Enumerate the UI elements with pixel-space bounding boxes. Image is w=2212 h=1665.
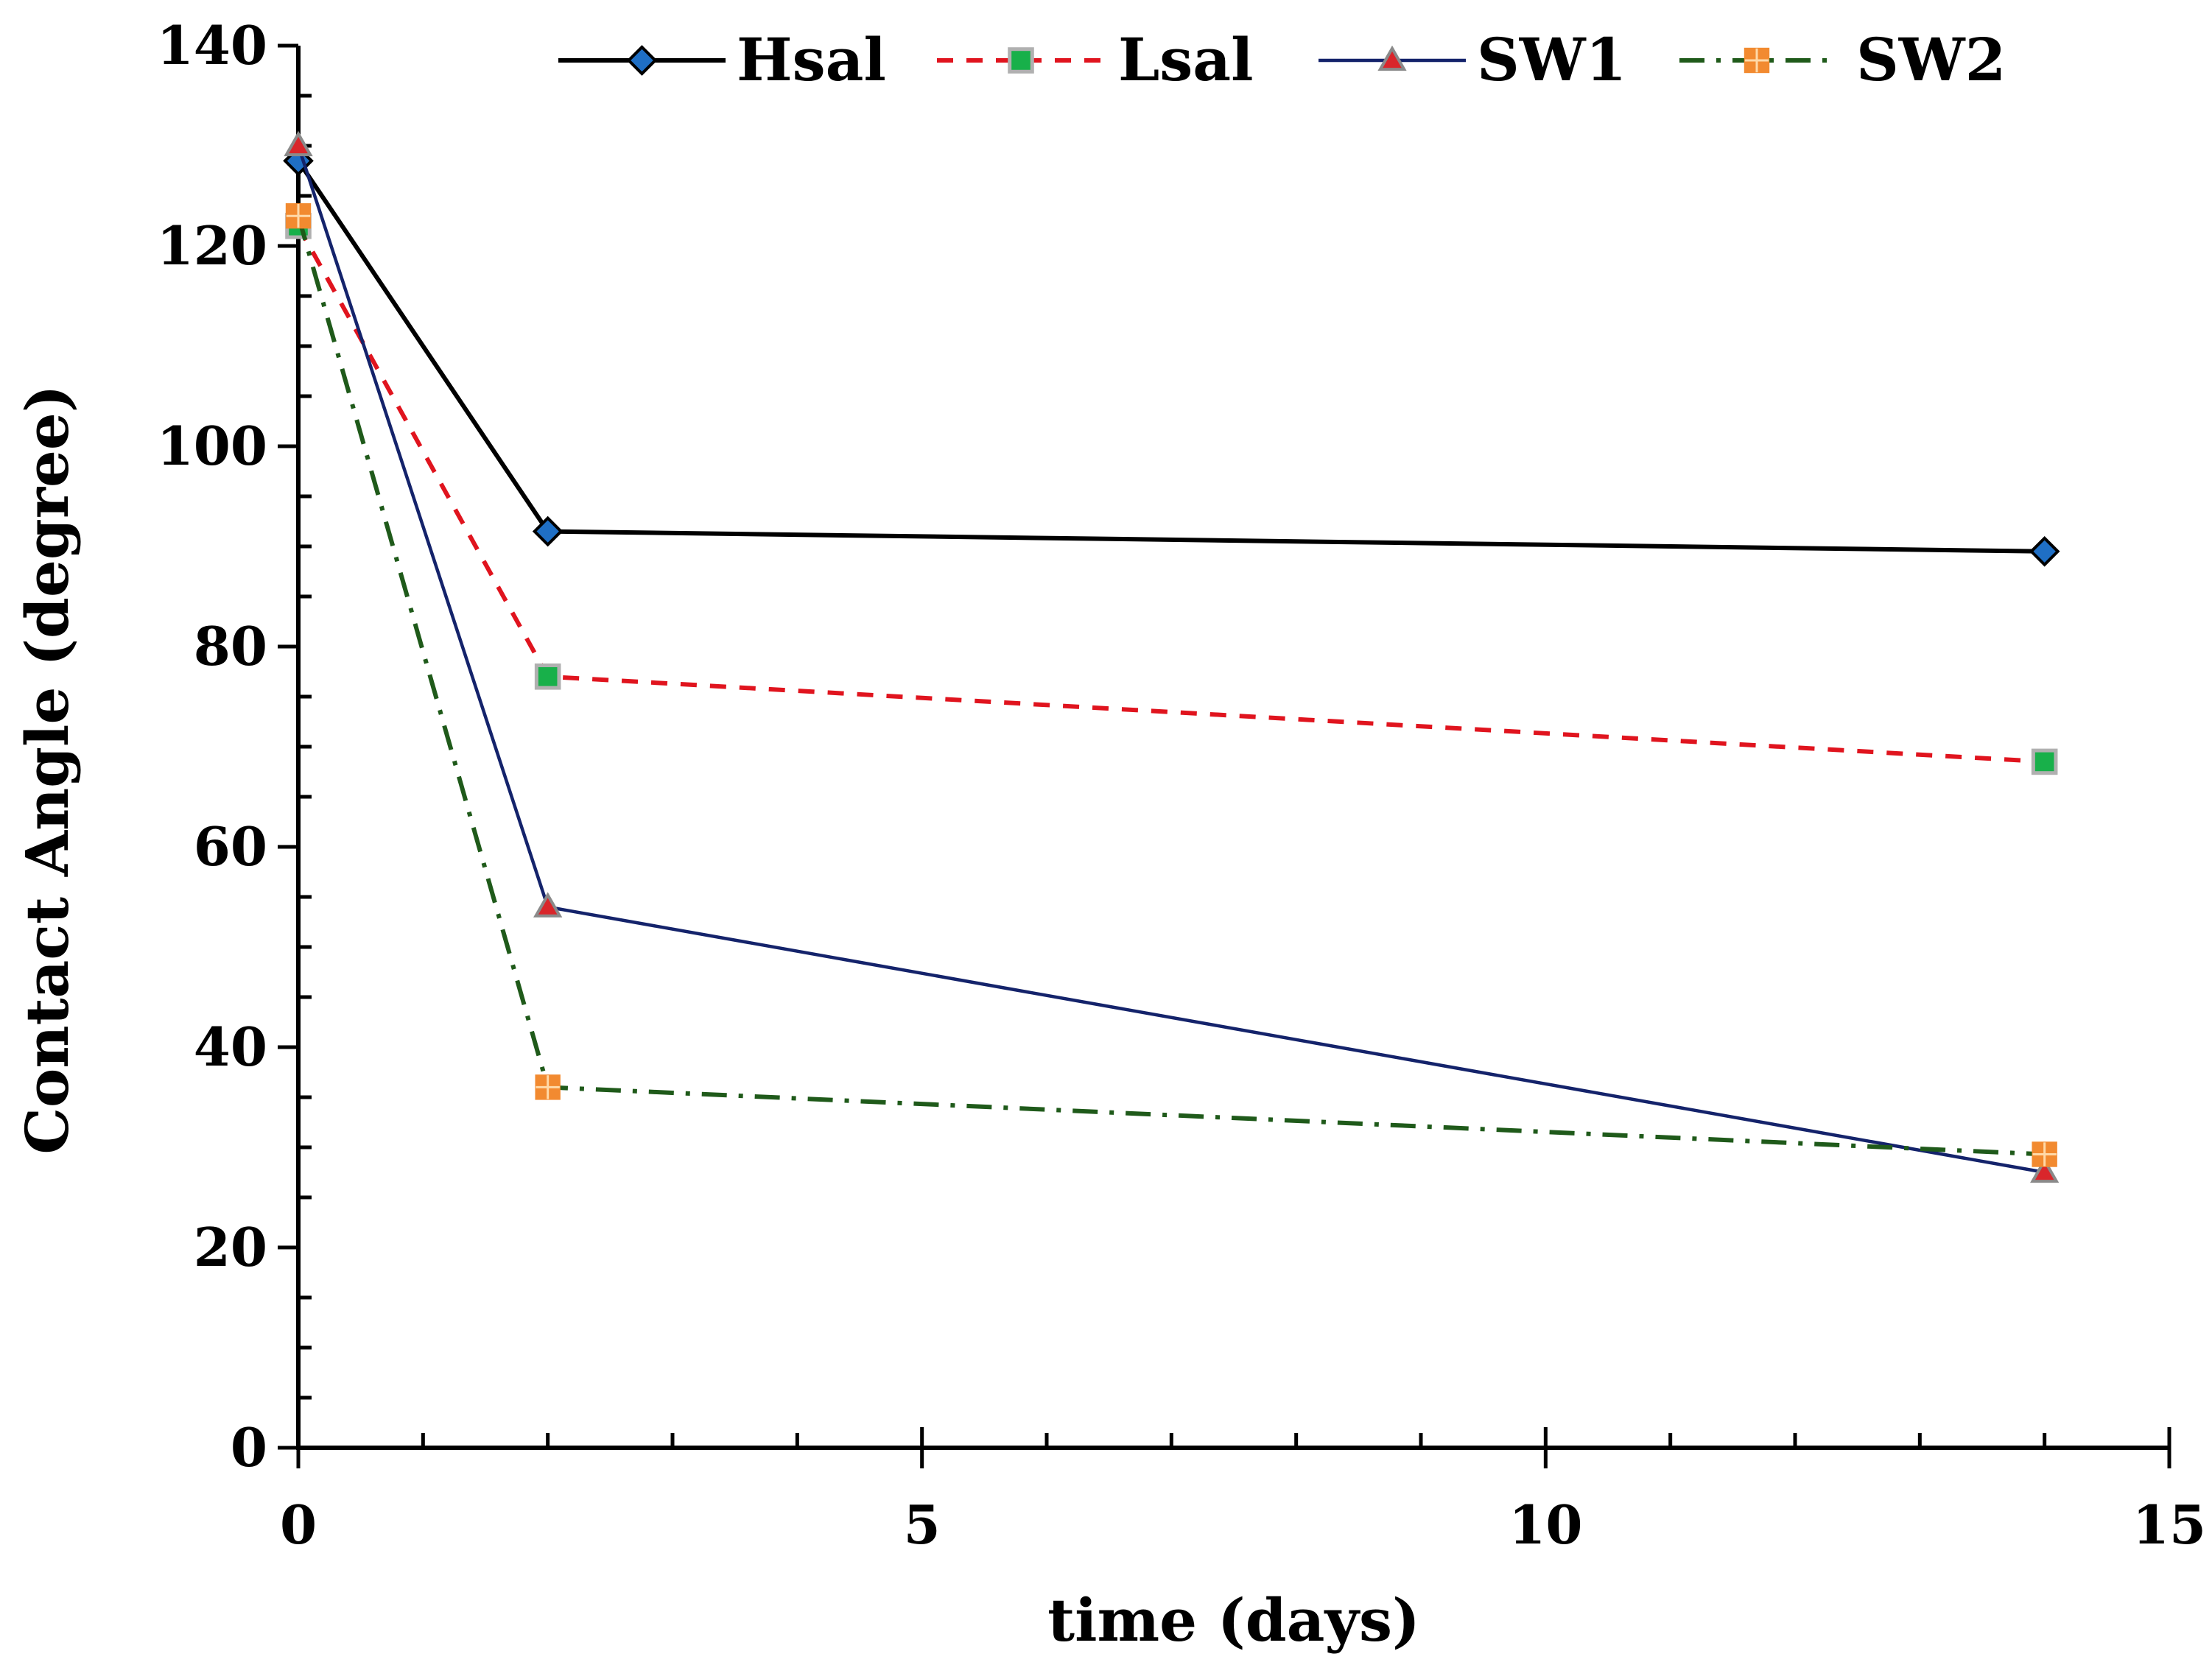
data-point-sw1 — [284, 130, 313, 157]
x-axis-title: time (days) — [1047, 1585, 1420, 1655]
y-tick-label: 80 — [194, 615, 267, 677]
y-axis-title: Contact Angle (degree) — [13, 384, 82, 1154]
legend-item-sw1: SW1 — [1319, 25, 1626, 94]
y-tick-label: 60 — [194, 815, 267, 878]
x-tick-label: 5 — [904, 1493, 941, 1556]
data-point-sw2 — [2032, 1141, 2057, 1167]
legend-marker-sw2 — [1744, 47, 1770, 74]
x-tick-label: 10 — [1509, 1493, 1582, 1556]
legend-item-lsal: Lsal — [937, 25, 1254, 94]
series-hsal — [283, 145, 2060, 567]
series-lsal — [285, 213, 2058, 775]
data-point-lsal — [534, 663, 561, 690]
legend-label-sw2: SW2 — [1856, 25, 2006, 94]
y-tick-label: 40 — [194, 1015, 267, 1078]
legend-marker-hsal — [626, 45, 658, 76]
data-point-sw1 — [533, 892, 563, 918]
y-tick-label: 100 — [157, 415, 267, 477]
series-line-sw1 — [296, 145, 2046, 1175]
legend-item-hsal: Hsal — [558, 25, 886, 94]
series-sw2 — [285, 203, 2057, 1167]
series-line-hsal — [296, 159, 2045, 554]
x-tick-label: 15 — [2132, 1493, 2206, 1556]
x-tick-label: 0 — [280, 1493, 317, 1556]
legend-label-lsal: Lsal — [1118, 25, 1254, 94]
legend-label-hsal: Hsal — [737, 25, 886, 94]
legend-marker-sw1 — [1377, 45, 1407, 71]
data-point-lsal — [2031, 748, 2058, 775]
data-point-sw1 — [2030, 1157, 2060, 1183]
series-sw1 — [284, 130, 2060, 1183]
legend-item-sw2: SW2 — [1679, 25, 2006, 94]
y-tick-label: 140 — [157, 14, 267, 77]
legend-marker-lsal — [1008, 47, 1034, 74]
data-point-hsal — [2029, 535, 2060, 567]
data-point-sw2 — [285, 203, 312, 229]
y-tick-label: 120 — [157, 214, 267, 277]
series-group — [283, 130, 2060, 1183]
data-point-sw2 — [535, 1074, 561, 1100]
legend-label-sw1: SW1 — [1477, 25, 1626, 94]
y-tick-label: 0 — [231, 1416, 267, 1479]
legend: Hsal Lsal SW1 SW2 — [558, 25, 2006, 94]
axes: 0 20 40 60 80 100 120 140 0 5 10 15 time (days) Conta… — [13, 14, 2206, 1655]
data-point-hsal — [532, 515, 563, 547]
y-tick-label: 20 — [194, 1216, 267, 1278]
